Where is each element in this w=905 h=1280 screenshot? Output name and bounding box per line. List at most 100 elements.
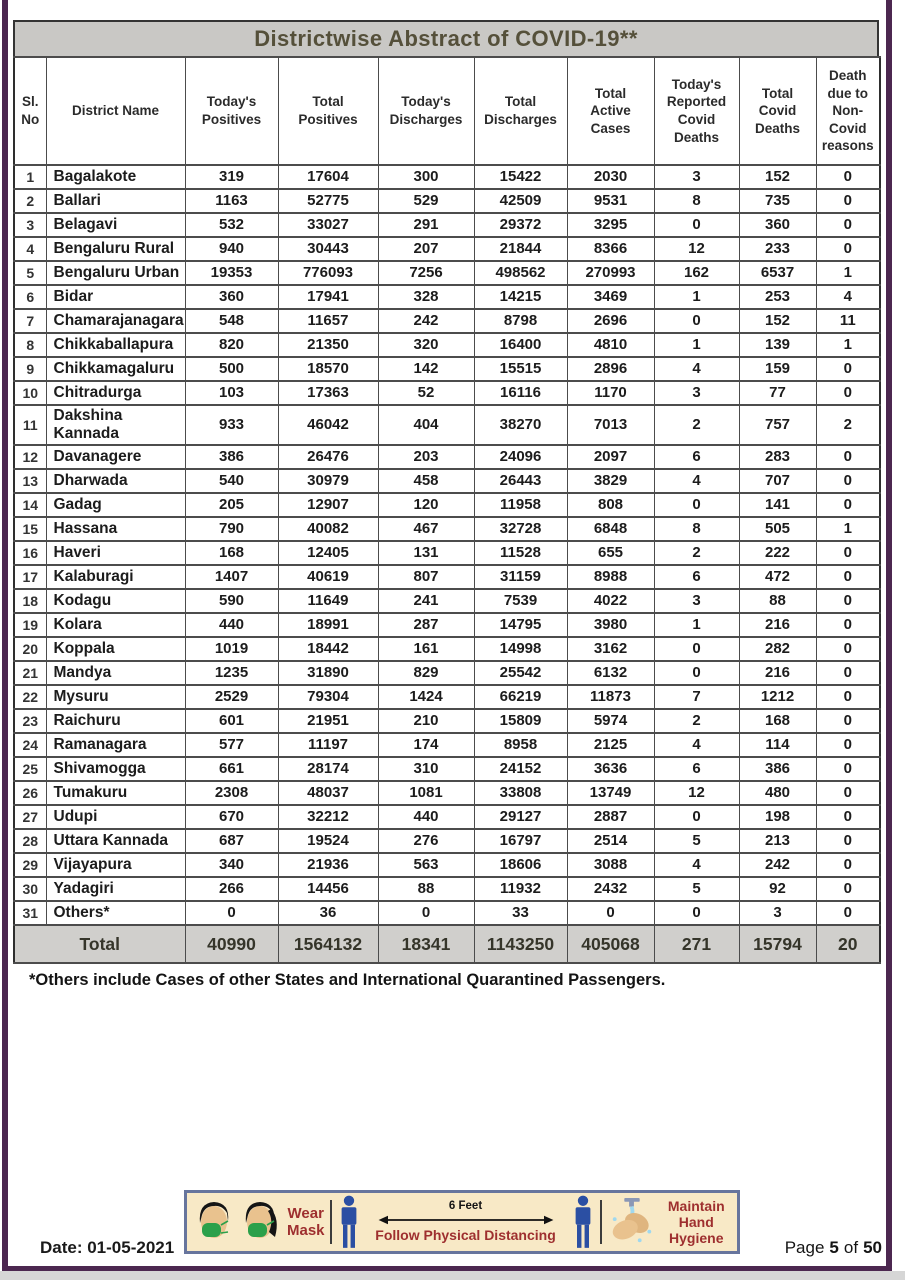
value-cell: 21844 [473,236,568,262]
value-cell: 670 [184,803,279,830]
value-cell: 1424 [377,683,475,710]
slno-cell: 21 [13,659,47,686]
district-cell: Raichuru [45,707,186,734]
hand-hygiene-label: Maintain Hand Hygiene [667,1197,725,1247]
value-cell: 2030 [566,164,655,190]
value-cell: 2432 [566,875,655,902]
value-cell: 11657 [277,308,379,334]
slno-cell: 13 [13,467,47,494]
value-cell: 15422 [473,164,568,190]
value-cell: 3 [738,899,817,926]
table-row: 11 Dakshina Kannada 933 46042 404 38270 7013 2 7… [13,404,881,446]
value-cell: 1 [653,332,740,358]
value-cell: 1163 [184,188,279,214]
value-cell: 32728 [473,515,568,542]
value-cell: 687 [184,827,279,854]
value-cell: 7256 [377,260,475,286]
value-cell: 139 [738,332,817,358]
slno-cell: 12 [13,443,47,470]
value-cell: 14795 [473,611,568,638]
page-prefix: Page [784,1238,825,1257]
value-cell: 735 [738,188,817,214]
total-value-cell: 1564132 [277,923,379,964]
value-cell: 5974 [566,707,655,734]
value-cell: 162 [653,260,740,286]
value-cell: 3636 [566,755,655,782]
slno-cell: 9 [13,356,47,382]
value-cell: 3 [653,380,740,406]
value-cell: 26443 [473,467,568,494]
value-cell: 2 [653,404,740,446]
table-row: 4 Bengaluru Rural 940 30443 207 21844 8366 12 23… [13,236,881,262]
value-cell: 563 [377,851,475,878]
value-cell: 1019 [184,635,279,662]
value-cell: 11873 [566,683,655,710]
district-cell: Bidar [45,284,186,310]
value-cell: 30979 [277,467,379,494]
report-date: Date: 01-05-2021 [40,1238,175,1257]
value-cell: 1212 [738,683,817,710]
value-cell: 17363 [277,380,379,406]
slno-cell: 24 [13,731,47,758]
value-cell: 757 [738,404,817,446]
table-row: 31 Others* 0 36 0 33 0 0 3 0 [13,899,881,926]
value-cell: 707 [738,467,817,494]
value-cell: 4 [815,284,881,310]
value-cell: 8958 [473,731,568,758]
district-cell: Dakshina Kannada [45,404,186,446]
value-cell: 12907 [277,491,379,518]
value-cell: 7539 [473,587,568,614]
total-value-cell: 15794 [738,923,817,964]
value-cell: 0 [815,851,881,878]
table-row: 6 Bidar 360 17941 328 14215 3469 1 253 4 [13,284,881,310]
value-cell: 253 [738,284,817,310]
value-cell: 808 [566,491,655,518]
table-header: Sl. No District Name Today's Positives Tota… [13,56,881,166]
table-row: 27 Udupi 670 32212 440 29127 2887 0 198 0 [13,803,881,830]
value-cell: 0 [815,212,881,238]
value-cell: 472 [738,563,817,590]
slno-cell: 26 [13,779,47,806]
banner-divider [329,1200,332,1244]
district-cell: Bagalakote [45,164,186,190]
slno-cell: 22 [13,683,47,710]
value-cell: 205 [184,491,279,518]
district-cell: Bengaluru Urban [45,260,186,286]
district-cell: Tumakuru [45,779,186,806]
value-cell: 14998 [473,635,568,662]
value-cell: 283 [738,443,817,470]
person-icon [341,1195,356,1248]
value-cell: 12405 [277,539,379,566]
value-cell: 6537 [738,260,817,286]
table-row: 12 Davanagere 386 26476 203 24096 2097 6 283 0 [13,443,881,470]
value-cell: 0 [566,899,655,926]
table-row: 20 Koppala 1019 18442 161 14998 3162 0 282 0 [13,635,881,662]
table-row: 15 Hassana 790 40082 467 32728 6848 8 505 1 [13,515,881,542]
value-cell: 8366 [566,236,655,262]
total-value-cell: 40990 [184,923,279,964]
total-value-cell: 271 [653,923,740,964]
value-cell: 15809 [473,707,568,734]
footnote: *Others include Cases of other States an… [29,970,666,989]
slno-cell: 25 [13,755,47,782]
value-cell: 0 [815,755,881,782]
slno-cell: 16 [13,539,47,566]
district-cell: Vijayapura [45,851,186,878]
distancing-section: 6 Feet Follow Physical Distancing [337,1193,595,1251]
value-cell: 33808 [473,779,568,806]
value-cell: 120 [377,491,475,518]
value-cell: 2896 [566,356,655,382]
table-row: 7 Chamarajanagara 548 11657 242 8798 2696 0 152 1… [13,308,881,334]
value-cell: 282 [738,635,817,662]
table-row: 19 Kolara 440 18991 287 14795 3980 1 216 0 [13,611,881,638]
value-cell: 3088 [566,851,655,878]
value-cell: 6 [653,755,740,782]
value-cell: 161 [377,635,475,662]
value-cell: 42509 [473,188,568,214]
value-cell: 0 [815,236,881,262]
value-cell: 3295 [566,212,655,238]
table-row: 9 Chikkamagaluru 500 18570 142 15515 2896 4 159 0 [13,356,881,382]
value-cell: 174 [377,731,475,758]
slno-cell: 10 [13,380,47,406]
value-cell: 4 [653,851,740,878]
